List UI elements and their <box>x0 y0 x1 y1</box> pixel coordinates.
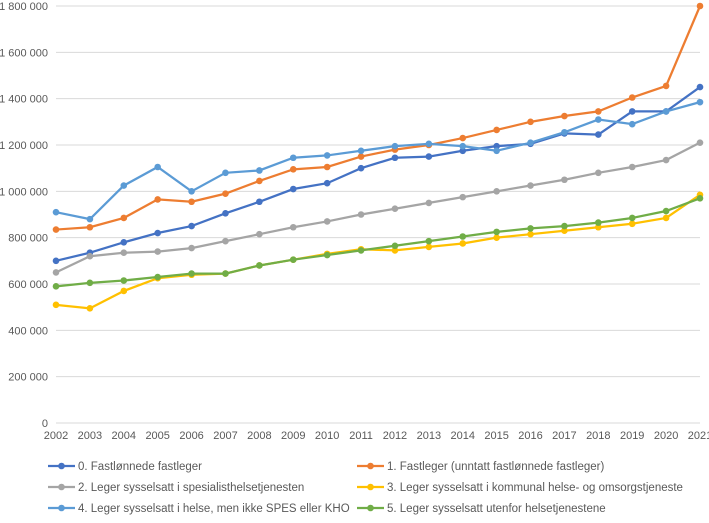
svg-text:2002: 2002 <box>44 430 68 442</box>
svg-text:3. Leger sysselsatt i kommunal: 3. Leger sysselsatt i kommunal helse- og… <box>387 482 683 494</box>
svg-text:2020: 2020 <box>654 430 678 442</box>
svg-text:1 600 000: 1 600 000 <box>0 47 48 59</box>
svg-text:400 000: 400 000 <box>8 325 48 337</box>
svg-text:1 000 000: 1 000 000 <box>0 186 48 198</box>
svg-text:2005: 2005 <box>145 430 169 442</box>
svg-text:2014: 2014 <box>450 430 474 442</box>
svg-text:1. Fastleger (unntatt fastlønn: 1. Fastleger (unntatt fastlønnede fastle… <box>387 461 605 473</box>
svg-text:1 200 000: 1 200 000 <box>0 140 48 152</box>
svg-text:2013: 2013 <box>417 430 441 442</box>
svg-text:1 800 000: 1 800 000 <box>0 1 48 13</box>
svg-text:2021: 2021 <box>688 430 709 442</box>
svg-text:5. Leger sysselsatt utenfor he: 5. Leger sysselsatt utenfor helsetjenest… <box>387 503 606 515</box>
svg-text:2007: 2007 <box>213 430 237 442</box>
svg-text:200 000: 200 000 <box>8 372 48 384</box>
svg-text:2016: 2016 <box>518 430 542 442</box>
svg-text:2003: 2003 <box>78 430 102 442</box>
svg-text:2017: 2017 <box>552 430 576 442</box>
svg-text:2012: 2012 <box>383 430 407 442</box>
svg-text:4. Leger sysselsatt i helse, m: 4. Leger sysselsatt i helse, men ikke SP… <box>78 503 350 515</box>
svg-text:2006: 2006 <box>179 430 203 442</box>
svg-text:2011: 2011 <box>349 430 373 442</box>
svg-text:2004: 2004 <box>112 430 136 442</box>
svg-text:2015: 2015 <box>484 430 508 442</box>
svg-text:1 400 000: 1 400 000 <box>0 94 48 106</box>
svg-text:2018: 2018 <box>586 430 610 442</box>
svg-text:2008: 2008 <box>247 430 271 442</box>
svg-text:800 000: 800 000 <box>8 233 48 245</box>
svg-text:0. Fastlønnede fastleger: 0. Fastlønnede fastleger <box>78 461 202 473</box>
svg-text:0: 0 <box>42 418 48 430</box>
svg-text:2009: 2009 <box>281 430 305 442</box>
svg-text:2019: 2019 <box>620 430 644 442</box>
svg-text:2010: 2010 <box>315 430 339 442</box>
svg-text:2. Leger sysselsatt i spesiali: 2. Leger sysselsatt i spesialisthelsetje… <box>78 482 304 494</box>
svg-text:600 000: 600 000 <box>8 279 48 291</box>
